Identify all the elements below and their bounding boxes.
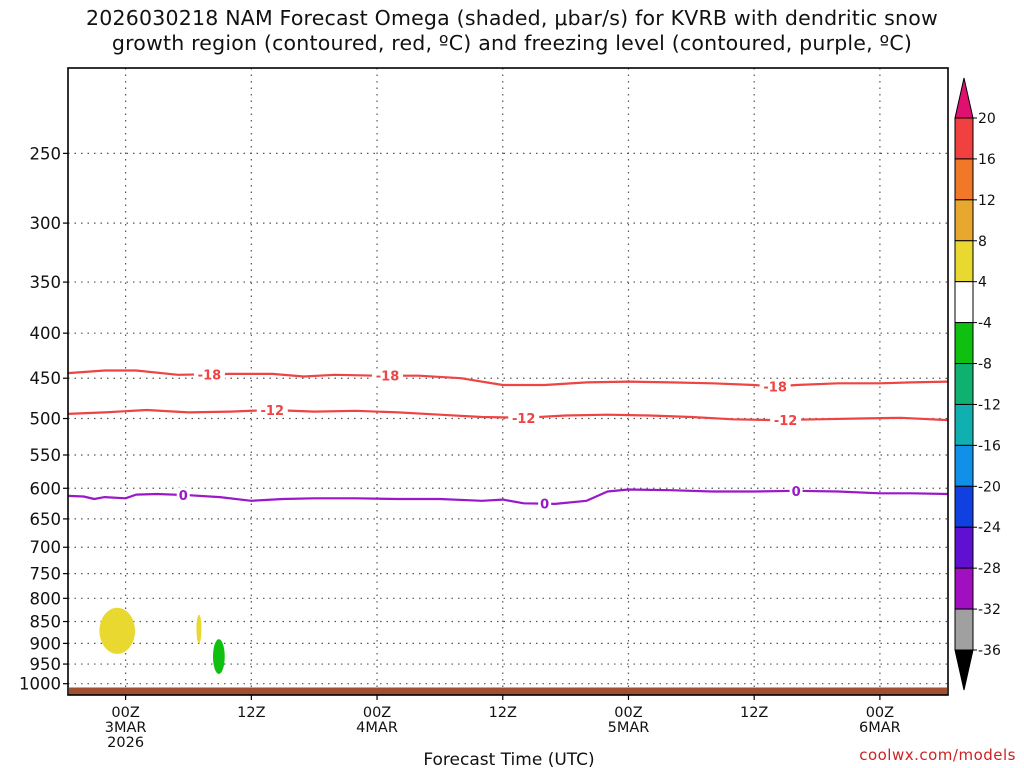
colorbar-bin--8-to--4 xyxy=(954,322,974,365)
x-tick-label-48-1: 00Z xyxy=(614,705,642,721)
colorbar-tick-label-11: -24 xyxy=(978,520,1001,536)
contour-label-3-3: 0 xyxy=(792,485,801,500)
y-tick-label-300: 300 xyxy=(30,214,62,233)
y-tick-label-350: 350 xyxy=(30,273,62,292)
plot-frame xyxy=(67,67,949,696)
y-tick-label-950: 950 xyxy=(30,655,62,674)
contour-label-bg xyxy=(176,488,190,503)
contour-lines: -18 -18 -18 -12 -12 -12 0 0 0 xyxy=(67,367,949,513)
x-tick-label-72-1: 00Z xyxy=(866,705,894,721)
contour-label-bg xyxy=(372,368,404,383)
x-tick-label-12-1: 12Z xyxy=(237,705,265,721)
colorbar-tick-label-10: -20 xyxy=(978,479,1001,495)
x-tick-label-36-1: 12Z xyxy=(489,705,517,721)
colorbar-bin--4-to-4 xyxy=(954,281,974,324)
contour-label-3-2: 0 xyxy=(540,498,549,513)
colorbar-tick-label-3: 12 xyxy=(978,193,996,209)
contour-label-1-1: -18 xyxy=(198,368,222,383)
colorbar-bin--28-to--24 xyxy=(954,526,974,569)
x-axis-label: Forecast Time (UTC) xyxy=(423,750,594,768)
contour-label-bg xyxy=(193,367,225,382)
terrain-band xyxy=(69,687,947,695)
colorbar-tick-label-13: -32 xyxy=(978,602,1001,618)
colorbar-under-arrow xyxy=(954,649,974,691)
contour-label-1-2: -18 xyxy=(376,370,400,385)
contour-label-2-2: -12 xyxy=(512,412,536,427)
contour-line-2 xyxy=(67,408,949,422)
y-tick-label-750: 750 xyxy=(30,565,62,584)
colorbar-bin--12-to--8 xyxy=(954,363,974,405)
y-tick-label-700: 700 xyxy=(30,538,62,557)
colorbar-over-arrow xyxy=(954,77,974,119)
contour-label-3-1: 0 xyxy=(179,489,188,504)
x-tick-label-0-3: 2026 xyxy=(107,735,144,751)
omega-shading xyxy=(99,607,225,675)
chart-title-line2: growth region (contoured, red, ºC) and f… xyxy=(111,31,913,55)
x-tick-label-0-1: 00Z xyxy=(111,705,139,721)
contour-label-2-1: -12 xyxy=(261,404,285,419)
credit-link[interactable]: coolwx.com/models xyxy=(859,746,1016,764)
colorbar-tick-label-6: -4 xyxy=(978,316,992,332)
colorbar-tick-label-8: -12 xyxy=(978,397,1001,413)
colorbar-bin--16-to--12 xyxy=(954,403,974,446)
contour-label-bg xyxy=(770,412,802,427)
colorbar-tick-label-1: 20 xyxy=(978,111,996,127)
y-tick-label-400: 400 xyxy=(30,324,62,343)
y-tick-label-550: 550 xyxy=(30,446,62,465)
shaded-region-3 xyxy=(212,639,225,675)
colorbar-bin-8-to-12 xyxy=(954,199,974,242)
contour-line-3 xyxy=(67,488,949,505)
chart-title-line1: 2026030218 NAM Forecast Omega (shaded, μ… xyxy=(86,6,938,30)
y-tick-label-650: 650 xyxy=(30,510,62,529)
colorbar-tick-label-12: -28 xyxy=(978,561,1001,577)
y-axis-ticks: 250 300 350 400 450 500 550 600 650 700 750 800 850 9… xyxy=(19,144,68,694)
x-tick-label-60-1: 12Z xyxy=(740,705,768,721)
y-tick-label-900: 900 xyxy=(30,634,62,653)
contour-label-2-3: -12 xyxy=(774,414,798,429)
contour-label-bg xyxy=(508,410,540,425)
contour-label-bg xyxy=(759,379,791,394)
contour-label-bg xyxy=(789,483,803,498)
contour-label-1-3: -18 xyxy=(763,381,787,396)
colorbar-bin-12-to-16 xyxy=(954,158,974,201)
colorbar-tick-label-4: 8 xyxy=(978,234,987,250)
colorbar-tick-label-9: -16 xyxy=(978,438,1001,454)
y-tick-label-600: 600 xyxy=(30,479,62,498)
colorbar-bin--20-to--16 xyxy=(954,444,974,487)
shaded-region-1 xyxy=(99,607,136,654)
y-tick-label-250: 250 xyxy=(30,144,62,163)
y-tick-label-850: 850 xyxy=(30,613,62,632)
colorbar-tick-label-5: 4 xyxy=(978,275,987,291)
plot-border xyxy=(67,67,949,696)
chart-title: 2026030218 NAM Forecast Omega (shaded, μ… xyxy=(0,6,1024,56)
x-tick-label-24-2: 4MAR xyxy=(356,720,398,736)
colorbar: 20 16 12 8 4 -4 -8 -12 -16 -20 -24 -28 -32 -36 xyxy=(954,77,1001,691)
x-tick-label-0-2: 3MAR xyxy=(105,720,147,736)
colorbar-tick-label-14: -36 xyxy=(978,643,1001,659)
terrain-rect xyxy=(69,687,947,695)
x-tick-label-24-1: 00Z xyxy=(363,705,391,721)
y-tick-label-1000: 1000 xyxy=(19,675,61,694)
colorbar-tick-label-7: -8 xyxy=(978,357,992,373)
contour-label-bg xyxy=(538,496,552,511)
y-tick-label-450: 450 xyxy=(30,369,62,388)
x-tick-label-72-2: 6MAR xyxy=(859,720,901,736)
y-tick-label-500: 500 xyxy=(30,410,62,429)
colorbar-bin-16-to-20 xyxy=(954,117,974,160)
colorbar-tick-label-2: 16 xyxy=(978,152,996,168)
colorbar-bin--24-to--20 xyxy=(954,485,974,528)
colorbar-bin-4-to-8 xyxy=(954,240,974,283)
contour-label-bg xyxy=(256,403,288,418)
y-tick-label-800: 800 xyxy=(30,589,62,608)
shaded-region-2 xyxy=(196,614,202,644)
colorbar-bin--36-to--32 xyxy=(954,608,974,651)
x-tick-label-48-2: 5MAR xyxy=(608,720,650,736)
colorbar-bin--32-to--28 xyxy=(954,567,974,610)
